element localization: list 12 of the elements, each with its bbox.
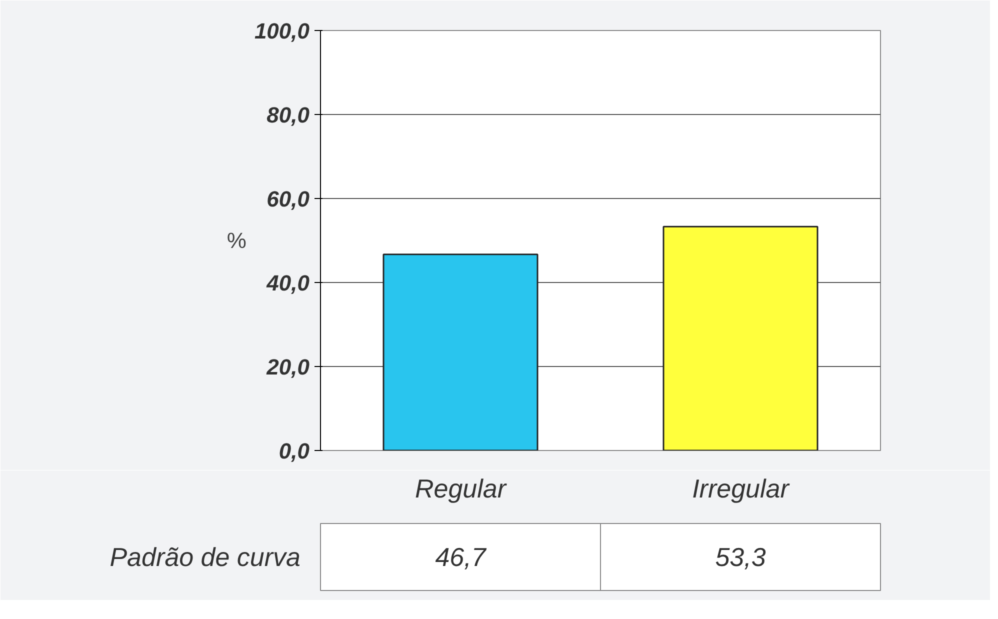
x-tick-label: Irregular [692,474,790,504]
y-tick-label: 40,0 [266,270,310,296]
data-label: 53,3 [715,542,766,572]
x-tick-label: Regular [414,474,508,504]
y-tick-label: 100,0 [254,18,310,44]
data-label: 46,7 [435,542,488,572]
y-tick-label: 20,0 [266,354,310,380]
y-tick-label: 80,0 [266,102,310,128]
y-tick-label: 60,0 [266,186,310,212]
text: Padrão de curva [110,542,301,572]
y-tick-label: 0,0 [278,438,310,464]
y-axis-title: % [226,228,246,253]
